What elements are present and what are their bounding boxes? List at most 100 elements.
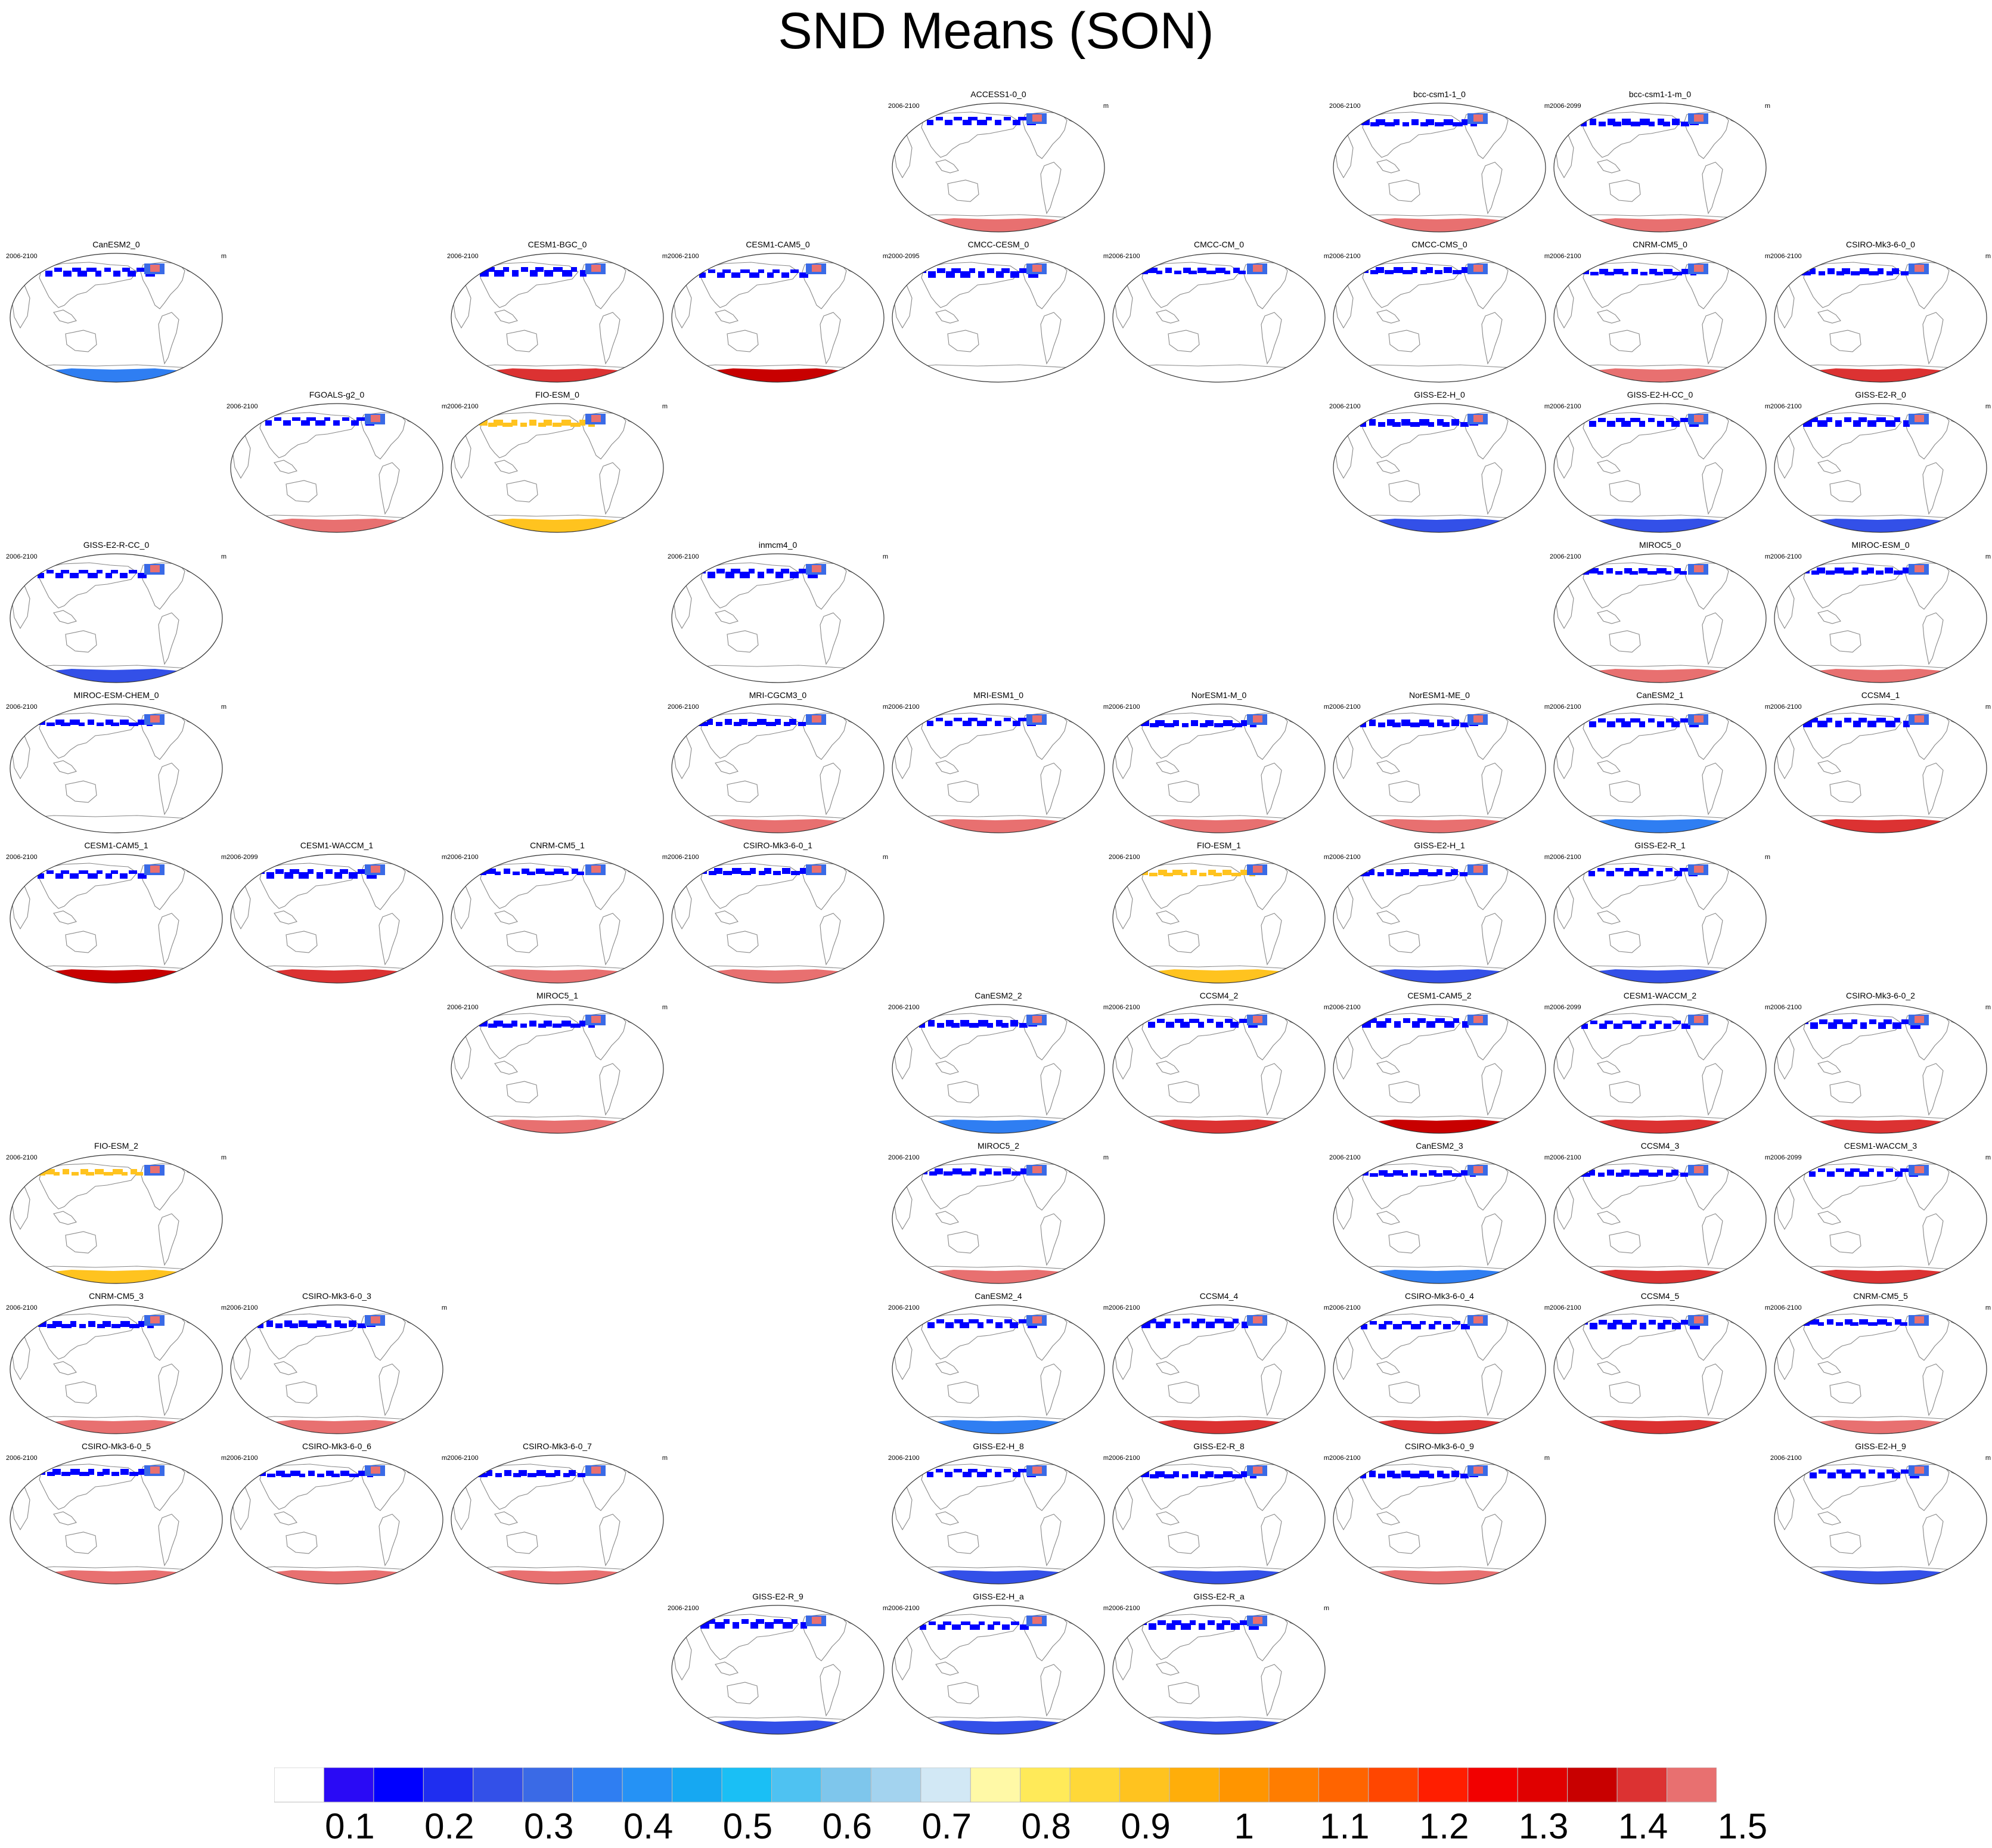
snow-cell	[138, 1469, 148, 1475]
snow-cell	[1915, 1316, 1924, 1323]
snow-cell	[150, 1466, 160, 1474]
snow-cell	[716, 569, 725, 573]
snow-cell	[1141, 1322, 1150, 1328]
colorbar-swatch	[771, 1768, 822, 1803]
snow-cell	[1387, 1471, 1395, 1477]
snow-cell	[918, 117, 924, 120]
panel-units: m	[441, 1455, 447, 1462]
map-panel: CESM1-WACCM_2 2006-2099 m	[1550, 991, 1770, 1137]
snow-cell	[963, 120, 972, 125]
panel-period: 2006-2100	[1550, 403, 1581, 410]
coastline	[700, 712, 799, 759]
snow-cell	[1694, 1166, 1704, 1173]
panel-period: 2006-2100	[6, 703, 38, 711]
panel-period: 2006-2100	[1770, 403, 1802, 410]
snow-cell	[812, 866, 821, 873]
coastline	[1261, 913, 1282, 966]
map-panel: CCSM4_3 2006-2100 m	[1550, 1141, 1770, 1287]
snow-cell	[1639, 721, 1645, 727]
snow-cell	[571, 267, 577, 272]
coastline	[673, 1716, 883, 1734]
snow-cell	[486, 1470, 492, 1476]
page-title: SND Means (SON)	[778, 2, 1214, 60]
snow-cell	[741, 1619, 749, 1624]
snow-cell	[1434, 1173, 1442, 1177]
map-border	[10, 553, 223, 683]
coastline	[1388, 1231, 1420, 1254]
snow-cell	[936, 1319, 944, 1323]
map-svg	[1553, 1004, 1767, 1134]
coastline	[480, 1013, 579, 1059]
panel-period: 2006-2100	[6, 1154, 38, 1161]
coastline	[1287, 859, 1308, 876]
map-panel: CESM1-WACCM_1 2006-2099 m	[226, 841, 447, 987]
snow-cell	[1640, 1021, 1646, 1024]
snow-cell	[775, 572, 783, 578]
snow-cell	[1681, 269, 1692, 274]
snow-cell	[954, 1469, 962, 1472]
snow-cell	[580, 270, 587, 277]
snow-cell	[1164, 1474, 1174, 1478]
snow-cell	[488, 423, 497, 427]
map-svg	[451, 1004, 664, 1134]
coastline	[1261, 1514, 1282, 1567]
snow-cell	[767, 272, 774, 278]
coastline	[1362, 412, 1461, 458]
snow-cell	[1886, 1469, 1894, 1474]
snow-cell	[1394, 267, 1403, 273]
snow-cell	[1885, 721, 1895, 727]
panel-units: m	[221, 1304, 226, 1311]
snow-cell	[70, 1321, 76, 1327]
map-border	[10, 703, 223, 833]
snow-cell	[1182, 723, 1189, 727]
panel-period: 2006-2100	[1770, 1304, 1802, 1311]
coastline	[893, 1635, 913, 1681]
panel-period: 2006-2100	[1109, 1004, 1140, 1011]
map-border	[1112, 1455, 1326, 1585]
snow-cell	[1640, 119, 1650, 125]
snow-cell	[274, 417, 281, 421]
snow-cell	[1173, 720, 1179, 726]
snow-cell	[591, 866, 601, 873]
snow-cell	[928, 271, 936, 278]
snow-cell	[1903, 420, 1910, 427]
snow-cell	[1240, 1620, 1249, 1625]
snow-cell	[919, 1319, 925, 1323]
snow-cell	[1230, 1022, 1239, 1028]
map-svg	[892, 1455, 1105, 1585]
panel-title: bcc-csm1-1_0	[1413, 89, 1466, 99]
panel-period: 2006-2100	[1770, 553, 1802, 560]
snow-cell	[1473, 114, 1483, 122]
panel-title: bcc-csm1-1-m_0	[1628, 89, 1692, 99]
panel-title: CSIRO-Mk3-6-0_3	[302, 1291, 371, 1301]
snow-cell	[1156, 1322, 1166, 1328]
panel-units: m	[1544, 403, 1550, 410]
panel-units: m	[1544, 103, 1550, 110]
snow-cell	[1590, 1323, 1597, 1329]
snow-cell	[1032, 265, 1042, 272]
map-panel: CSIRO-Mk3-6-0_5 2006-2100 m	[6, 1441, 226, 1587]
map-border	[230, 854, 443, 984]
coastline	[893, 815, 1103, 833]
snow-cell	[1232, 723, 1242, 727]
snow-cell	[88, 1469, 94, 1475]
coastline	[11, 1185, 30, 1230]
snow-cell	[1608, 119, 1615, 125]
snow-cell	[70, 1469, 80, 1475]
coastline	[1388, 1531, 1420, 1554]
snow-cell	[1827, 268, 1835, 274]
snow-cell	[1657, 721, 1664, 727]
coastline	[1141, 1313, 1240, 1360]
coastline	[184, 859, 206, 876]
snow-cell	[936, 718, 943, 721]
coastline	[893, 1716, 1103, 1734]
map-svg	[671, 854, 885, 984]
snow-cell	[1165, 1319, 1171, 1323]
coastline	[11, 1416, 221, 1434]
snow-cell	[1442, 1474, 1450, 1478]
coastline	[947, 1531, 979, 1554]
coastline	[1335, 1566, 1544, 1584]
snow-cell	[1826, 570, 1835, 575]
snow-cell	[1360, 1474, 1366, 1478]
snow-cell	[1674, 568, 1681, 573]
